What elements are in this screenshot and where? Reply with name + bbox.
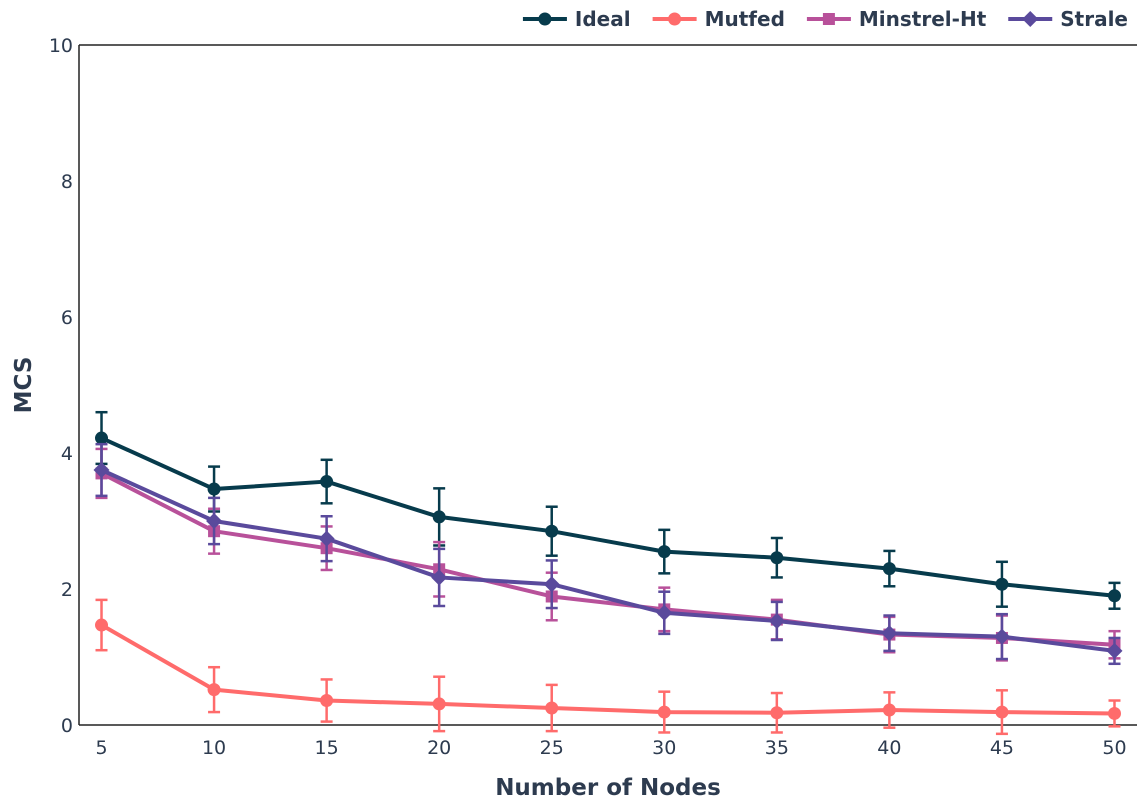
series-line	[99, 623, 1117, 716]
data-point	[768, 612, 785, 629]
legend-item: Mutfed	[652, 7, 785, 31]
data-point	[320, 475, 334, 489]
x-axis-title: Number of Nodes	[495, 775, 721, 801]
data-point	[545, 524, 559, 538]
y-tick-label: 8	[61, 171, 73, 193]
y-tick-label: 6	[61, 307, 73, 329]
data-point	[995, 705, 1009, 719]
data-point	[318, 530, 335, 547]
data-point	[1106, 642, 1123, 659]
data-point	[881, 625, 898, 642]
data-point	[995, 577, 1009, 591]
series-line	[99, 468, 1117, 653]
legend-label: Strale	[1060, 7, 1128, 31]
data-point	[1107, 706, 1121, 720]
series-ideal	[95, 410, 1121, 610]
legend-marker	[1022, 11, 1039, 27]
legend-label: Minstrel-Ht	[859, 7, 987, 31]
x-tick-label: 35	[765, 737, 789, 759]
data-point	[431, 569, 448, 586]
data-point	[657, 705, 671, 719]
data-point	[657, 545, 671, 559]
data-point	[545, 701, 559, 715]
data-point	[432, 510, 446, 524]
legend-marker	[822, 13, 835, 25]
series-mutfed	[95, 598, 1121, 736]
data-point	[320, 694, 334, 708]
legend-item: Minstrel-Ht	[806, 7, 987, 31]
data-point	[95, 618, 109, 632]
data-point	[770, 706, 784, 720]
y-tick-label: 0	[61, 715, 73, 737]
y-axis-title: MCS	[11, 357, 37, 414]
legend: Ideal Mutfed Minstrel-Ht Strale	[522, 7, 1128, 31]
data-point	[882, 562, 896, 576]
data-point	[93, 462, 110, 478]
data-point	[206, 513, 223, 529]
x-tick-label: 40	[877, 737, 901, 759]
y-tick-label: 2	[61, 579, 73, 601]
x-tick-label: 50	[1102, 737, 1126, 759]
x-tick-label: 10	[202, 737, 226, 759]
x-tick-label: 45	[990, 737, 1014, 759]
data-point	[543, 576, 560, 593]
axes	[78, 44, 1137, 726]
series-line	[99, 436, 1117, 598]
data-point	[1107, 589, 1121, 603]
x-tick-label: 15	[315, 737, 339, 759]
data-point	[95, 431, 109, 445]
series-strale	[93, 442, 1123, 666]
data-point	[432, 697, 446, 711]
legend-item: Strale	[1008, 7, 1128, 31]
legend-marker	[668, 12, 682, 26]
x-tick-label: 5	[95, 737, 107, 759]
legend-label: Ideal	[575, 7, 631, 31]
data-point	[207, 482, 221, 496]
data-point	[207, 683, 221, 697]
tick-labels: 5 10 15 20 25 30 35 40 45 50 0 2 4 6 8 10	[49, 35, 1127, 759]
data-point	[656, 604, 673, 621]
series-line	[99, 471, 1117, 647]
y-tick-label: 10	[49, 35, 73, 57]
x-tick-label: 20	[427, 737, 451, 759]
legend-item: Ideal	[522, 7, 631, 31]
data-point	[993, 628, 1010, 645]
x-tick-label: 25	[540, 737, 564, 759]
x-tick-label: 30	[652, 737, 676, 759]
series-group	[93, 410, 1123, 736]
legend-marker	[538, 12, 552, 26]
y-tick-label: 4	[61, 443, 73, 465]
data-point	[770, 551, 784, 565]
legend-label: Mutfed	[705, 7, 785, 31]
series-minstrel-ht	[95, 447, 1121, 662]
data-point	[882, 703, 896, 717]
